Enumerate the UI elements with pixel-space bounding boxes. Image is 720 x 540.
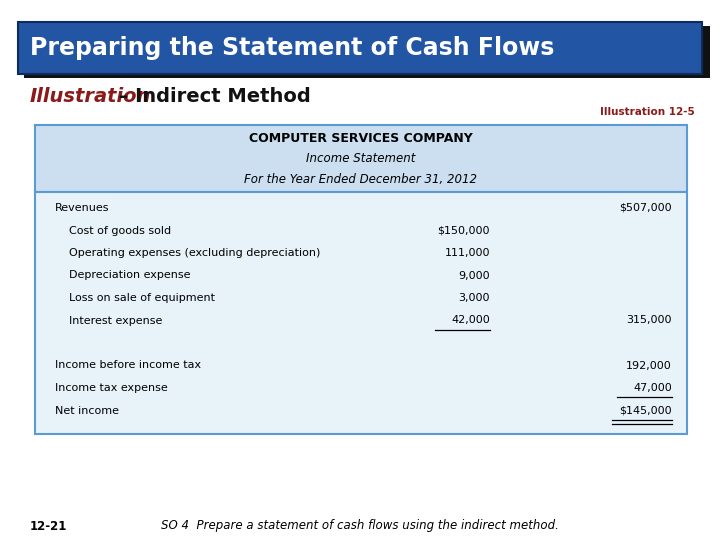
Text: $507,000: $507,000 — [619, 203, 672, 213]
Bar — [35, 192, 687, 434]
Text: $145,000: $145,000 — [619, 406, 672, 415]
Text: 12-21: 12-21 — [30, 519, 68, 532]
Text: Depreciation expense: Depreciation expense — [69, 271, 191, 280]
Text: 42,000: 42,000 — [451, 315, 490, 326]
Text: Operating expenses (excluding depreciation): Operating expenses (excluding depreciati… — [69, 248, 320, 258]
Text: Illustration: Illustration — [30, 87, 151, 106]
Text: Income tax expense: Income tax expense — [55, 383, 168, 393]
Text: Illustration 12-5: Illustration 12-5 — [600, 107, 695, 117]
Text: Preparing the Statement of Cash Flows: Preparing the Statement of Cash Flows — [30, 36, 554, 60]
Text: 47,000: 47,000 — [634, 383, 672, 393]
Text: 111,000: 111,000 — [444, 248, 490, 258]
Text: Interest expense: Interest expense — [69, 315, 163, 326]
Bar — [35, 125, 687, 192]
Text: Revenues: Revenues — [55, 203, 109, 213]
Bar — [18, 22, 702, 74]
Text: 3,000: 3,000 — [459, 293, 490, 303]
Bar — [24, 26, 710, 78]
Text: COMPUTER SERVICES COMPANY: COMPUTER SERVICES COMPANY — [249, 132, 473, 145]
Text: 9,000: 9,000 — [459, 271, 490, 280]
Text: 315,000: 315,000 — [626, 315, 672, 326]
Text: SO 4  Prepare a statement of cash flows using the indirect method.: SO 4 Prepare a statement of cash flows u… — [161, 519, 559, 532]
Text: 192,000: 192,000 — [626, 361, 672, 370]
Text: Income Statement: Income Statement — [306, 152, 415, 165]
Text: Net income: Net income — [55, 406, 119, 415]
Text: Income before income tax: Income before income tax — [55, 361, 201, 370]
Text: Cost of goods sold: Cost of goods sold — [69, 226, 171, 235]
Text: For the Year Ended December 31, 2012: For the Year Ended December 31, 2012 — [245, 172, 477, 186]
Text: – Indirect Method: – Indirect Method — [112, 87, 311, 106]
Text: $150,000: $150,000 — [438, 226, 490, 235]
Text: Loss on sale of equipment: Loss on sale of equipment — [69, 293, 215, 303]
